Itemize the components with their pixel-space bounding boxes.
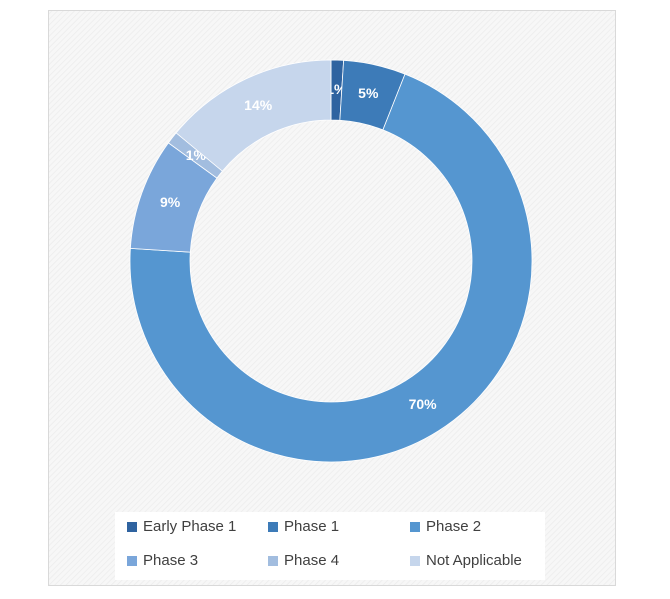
legend-label: Phase 1 <box>284 518 339 535</box>
legend-label: Phase 3 <box>143 552 198 569</box>
data-label: 9% <box>160 194 181 210</box>
slice <box>175 59 332 172</box>
data-label: 70% <box>409 396 438 412</box>
legend-swatch <box>127 556 137 566</box>
legend-swatch <box>410 556 420 566</box>
data-label: 14% <box>244 97 273 113</box>
legend-label: Early Phase 1 <box>143 518 236 535</box>
data-label: 5% <box>358 85 379 101</box>
legend-swatch <box>127 522 137 532</box>
legend-swatch <box>268 556 278 566</box>
slice <box>129 73 533 463</box>
legend-label: Phase 2 <box>426 518 481 535</box>
legend-swatch <box>410 522 420 532</box>
legend-label: Not Applicable <box>426 552 522 569</box>
legend-label: Phase 4 <box>284 552 339 569</box>
legend-box <box>115 512 545 580</box>
legend-swatch <box>268 522 278 532</box>
